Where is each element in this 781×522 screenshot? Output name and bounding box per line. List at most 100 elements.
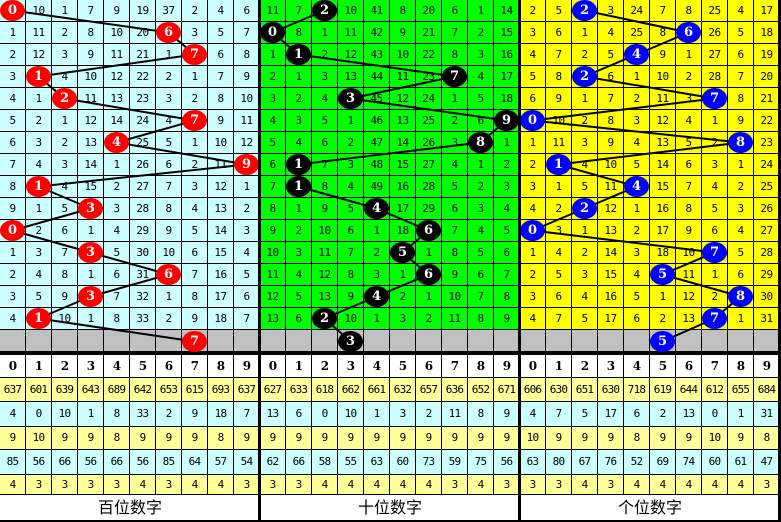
winning-digit-ball: 5 [390,242,415,263]
winning-digit-ball: 2 [312,0,337,21]
trend-cell: 12 [78,110,104,132]
trend-cell: 5 [624,154,650,176]
digit-header: 6 [156,355,182,378]
winning-digit-ball: 7 [702,308,727,329]
stat-cell: 10 [26,427,52,450]
trend-cell: 2 [468,22,494,44]
trend-cell: 8 [104,308,130,330]
trend-cell: 3 [338,154,364,176]
trend-cell: 5 [208,22,234,44]
trend-cell: 1 [624,198,650,220]
trend-cell: 11 [650,88,676,110]
trend-cell: 8 [260,198,286,220]
stat-cell: 4 [572,475,598,495]
stat-cell: 63 [364,450,390,475]
trend-cell: 7 [468,286,494,308]
trend-cell: 26 [702,22,728,44]
stat-cell: 4 [208,475,234,495]
stat-cell: 9 [182,427,208,450]
stat-cell: 9 [78,427,104,450]
trend-cell: 12 [650,110,676,132]
trend-cell: 1 [0,22,26,44]
stat-cell: 8 [208,427,234,450]
trend-cell: 6 [468,110,494,132]
stat-cell: 52 [624,450,650,475]
stat-cell: 13 [676,402,702,427]
trend-cell: 3 [520,286,546,308]
trend-cell: 6 [156,154,182,176]
trend-cell: 2 [702,132,728,154]
trend-cell: 3 [26,242,52,264]
stat-cell: 4 [416,475,442,495]
pending-cell [130,330,156,352]
trend-cell: 2 [728,176,754,198]
trend-cell: 10 [78,66,104,88]
trend-cell: 7 [182,264,208,286]
predicted-digit-ball[interactable]: 5 [650,331,675,352]
trend-cell: 14 [78,154,104,176]
trend-cell: 8 [442,44,468,66]
trend-cell: 1 [468,0,494,22]
trend-cell: 8 [78,22,104,44]
trend-cell: 1 [156,44,182,66]
trend-cell: 7 [156,176,182,198]
stat-cell: 4 [676,475,702,495]
winning-digit-ball: 1 [26,66,51,87]
stat-cell: 9 [494,402,520,427]
stat-cell: 9 [650,427,676,450]
trend-cell: 29 [754,264,780,286]
stat-cell: 9 [442,427,468,450]
stat-cell: 9 [52,427,78,450]
trend-cell: 41 [364,0,390,22]
winning-digit-ball: 3 [78,198,103,219]
trend-cell: 15 [208,242,234,264]
trend-cell: 7 [234,22,260,44]
trend-cell: 8 [676,198,702,220]
stat-cell: 3 [260,475,286,495]
stat-cell: 630 [598,378,624,402]
trend-cell: 17 [494,66,520,88]
stat-cell: 66 [52,450,78,475]
trend-cell: 16 [598,286,624,308]
section-divider [778,0,781,522]
winning-digit-ball: 2 [312,308,337,329]
trend-cell: 7 [208,66,234,88]
trend-cell: 13 [312,286,338,308]
trend-cell: 9 [182,308,208,330]
winning-digit-ball: 2 [572,66,597,87]
section-divider [258,0,261,522]
pending-cell [312,330,338,352]
trend-cell: 10 [338,308,364,330]
trend-cell: 1 [676,44,702,66]
trend-cell: 6 [260,154,286,176]
trend-cell: 5 [234,264,260,286]
winning-digit-ball: 8 [468,132,493,153]
trend-cell: 6 [702,220,728,242]
stat-cell: 4 [0,475,26,495]
stat-cell: 10 [52,402,78,427]
stat-cell: 4 [520,402,546,427]
trend-cell: 4 [520,44,546,66]
winning-digit-ball: 8 [728,286,753,307]
trend-cell: 8 [234,44,260,66]
stat-cell: 3 [598,475,624,495]
trend-cell: 7 [0,154,26,176]
trend-cell: 26 [416,132,442,154]
trend-cell: 5 [442,176,468,198]
winning-digit-ball: 0 [520,110,545,131]
predicted-digit-ball[interactable]: 7 [182,331,207,352]
stat-cell: 56 [78,450,104,475]
stat-cell: 630 [546,378,572,402]
trend-cell: 12 [26,44,52,66]
stat-cell: 671 [494,378,520,402]
pending-cell [572,330,598,352]
trend-cell: 10 [442,286,468,308]
stat-cell: 4 [650,475,676,495]
stat-cell: 9 [390,427,416,450]
pending-cell [286,330,312,352]
digit-header: 5 [650,355,676,378]
predicted-digit-ball[interactable]: 3 [338,331,363,352]
trend-cell: 8 [390,0,416,22]
stat-cell: 693 [208,378,234,402]
stat-cell: 3 [494,475,520,495]
